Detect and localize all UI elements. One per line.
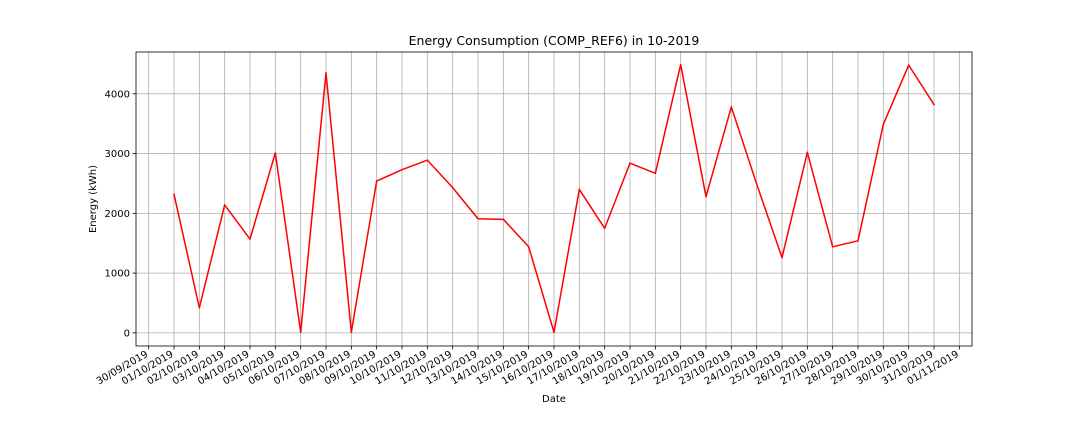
data-point-25-10-2019: [781, 256, 783, 259]
data-point-09-10-2019: [375, 180, 378, 182]
data-point-14-10-2019: [502, 218, 505, 221]
data-point-21-10-2019: [679, 63, 682, 66]
data-point-27-10-2019: [831, 246, 834, 248]
data-point-23-10-2019: [730, 106, 733, 108]
data-point-30-10-2019: [907, 64, 910, 66]
data-point-20-10-2019: [654, 172, 657, 175]
y-tick-label: 3000: [105, 149, 130, 160]
y-tick-label: 0: [124, 328, 130, 339]
data-point-31-10-2019: [933, 103, 935, 106]
data-point-13-10-2019: [477, 217, 479, 220]
y-axis-label: Energy (kWh): [88, 165, 99, 233]
y-axis-ticks: 0 1000 2000 3000 4000: [105, 89, 136, 339]
y-tick-label: 2000: [105, 209, 130, 220]
data-point-28-10-2019: [857, 240, 859, 242]
data-point-17-10-2019: [578, 188, 581, 191]
data-point-18-10-2019: [603, 227, 606, 230]
data-point-01-10-2019: [173, 193, 175, 196]
data-point-07-10-2019: [325, 72, 327, 74]
data-point-05-10-2019: [274, 152, 277, 154]
data-point-24-10-2019: [755, 183, 758, 185]
data-point-26-10-2019: [806, 151, 809, 154]
data-point-15-10-2019: [527, 246, 530, 248]
data-point-08-10-2019: [350, 331, 353, 334]
data-point-12-10-2019: [451, 186, 454, 189]
data-point-29-10-2019: [882, 123, 885, 126]
data-point-16-10-2019: [553, 331, 555, 334]
data-point-22-10-2019: [705, 195, 707, 198]
x-axis-label: Date: [542, 394, 566, 405]
y-tick-label: 4000: [105, 89, 130, 100]
data-point-04-10-2019: [249, 238, 251, 240]
data-point-06-10-2019: [299, 331, 302, 334]
grid-lines: [136, 52, 972, 346]
data-point-10-10-2019: [401, 168, 403, 171]
data-point-03-10-2019: [223, 204, 226, 206]
y-tick-label: 1000: [105, 269, 130, 280]
x-axis-ticks: 30/09/201901/10/201902/10/201903/10/2019…: [95, 346, 961, 387]
data-point-11-10-2019: [426, 159, 429, 161]
chart-title: Energy Consumption (COMP_REF6) in 10-201…: [409, 33, 700, 48]
data-point-19-10-2019: [629, 162, 631, 164]
data-point-02-10-2019: [198, 306, 201, 309]
data-points: [173, 63, 935, 334]
